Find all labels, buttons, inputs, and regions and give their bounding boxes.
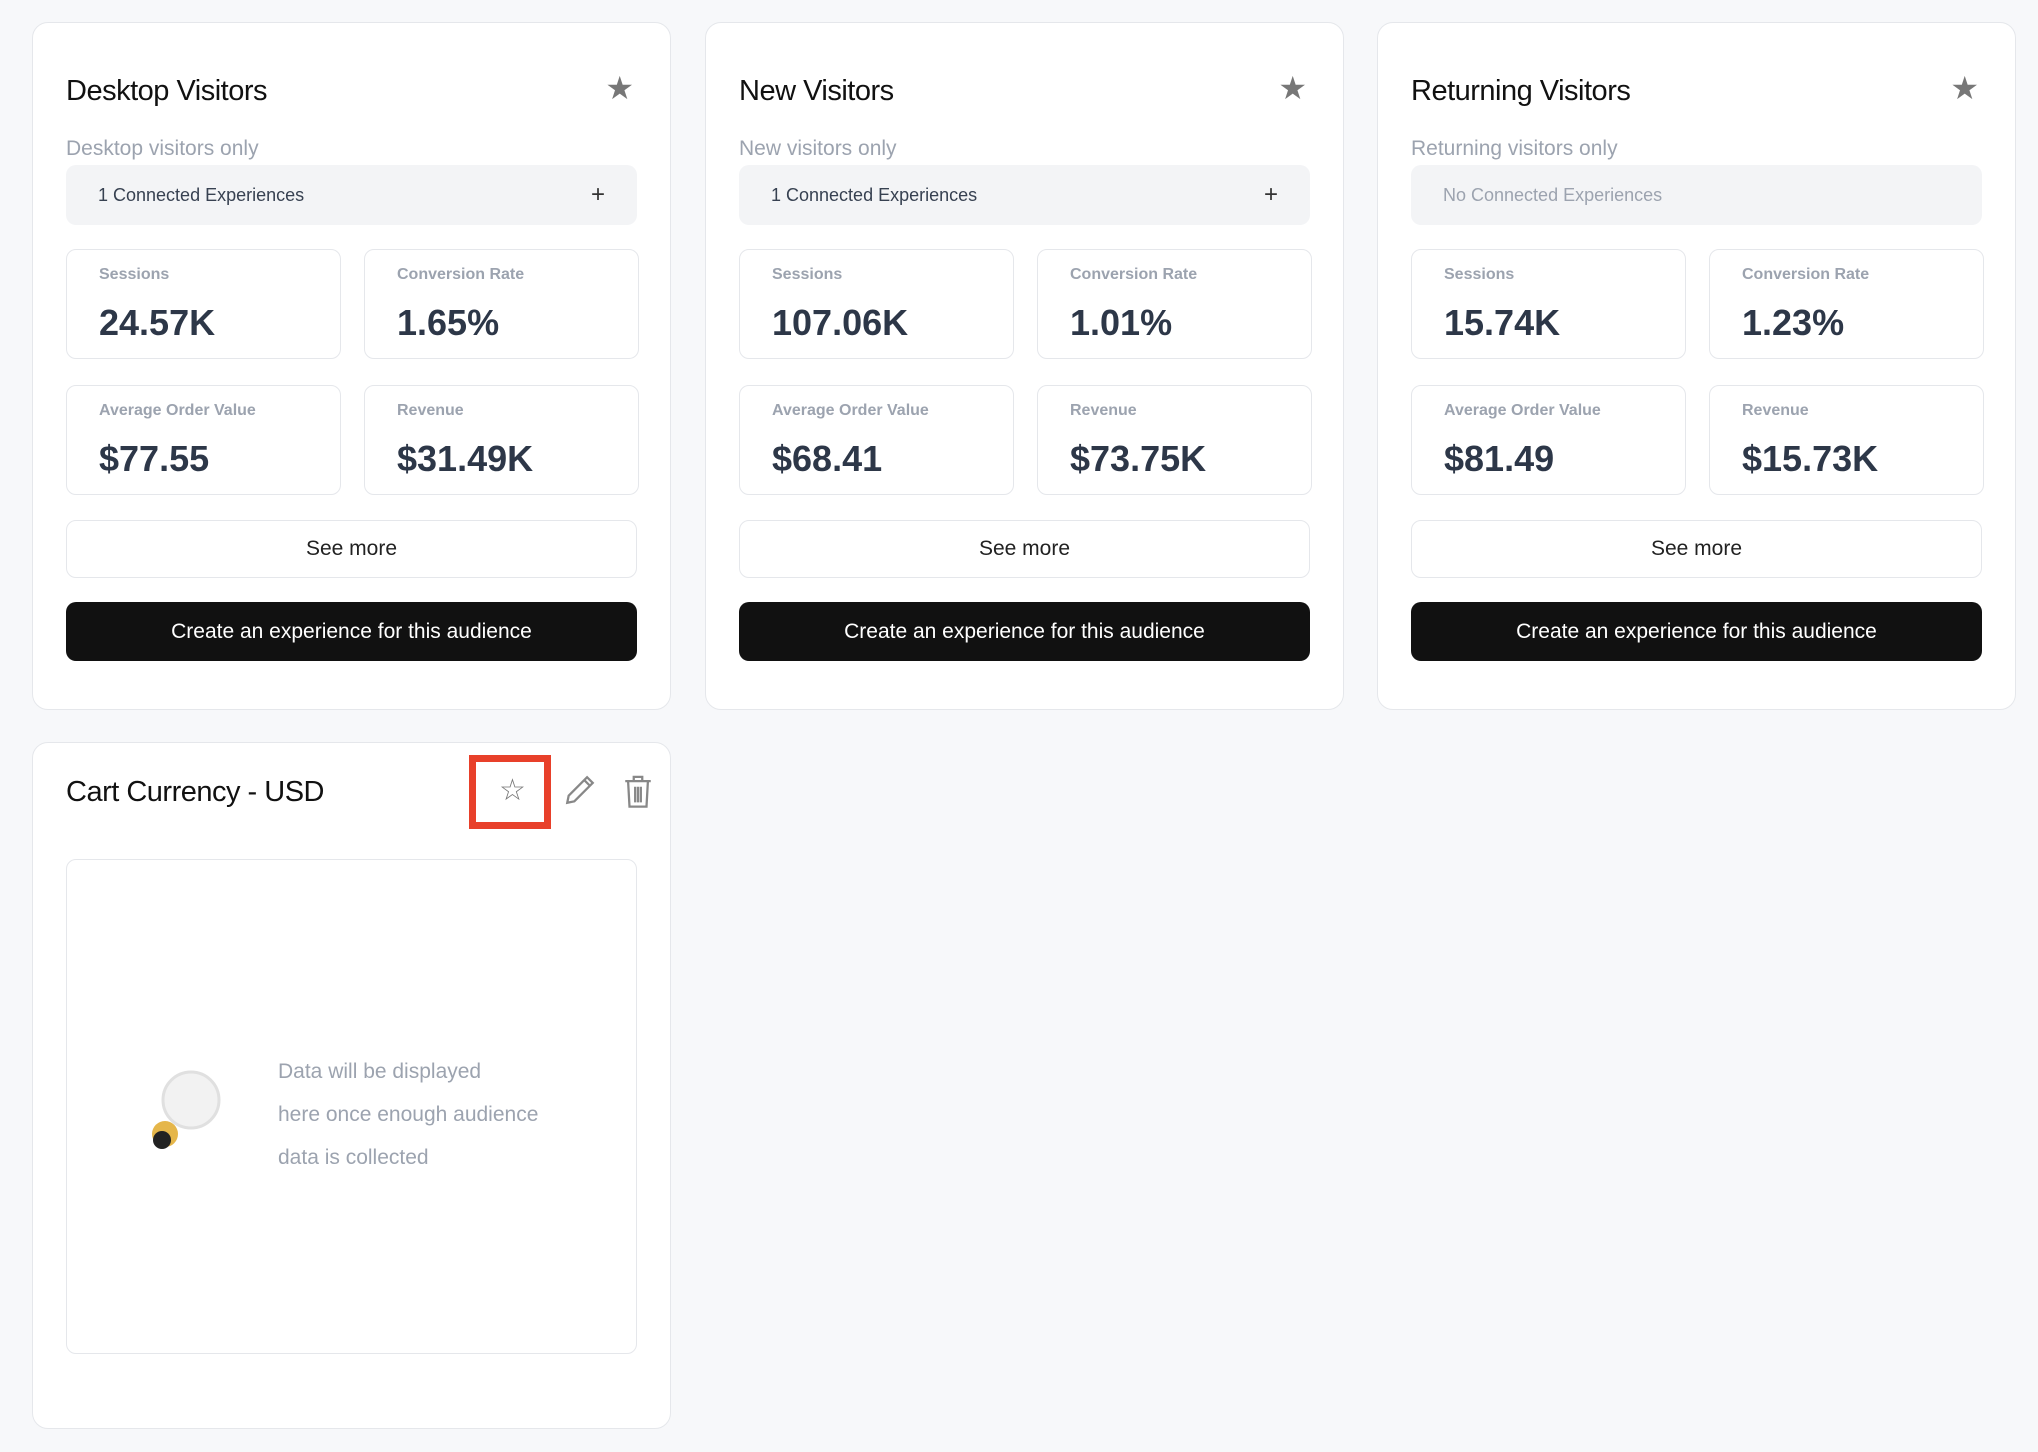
stat-box: Conversion Rate 1.01%: [1037, 249, 1312, 359]
create-experience-button[interactable]: Create an experience for this audience: [739, 602, 1310, 661]
trash-icon[interactable]: [623, 774, 653, 808]
lightbulb-icon: [152, 1070, 221, 1149]
stat-box: Revenue $15.73K: [1709, 385, 1984, 495]
stat-label: Sessions: [1444, 266, 1515, 283]
card-title: Desktop Visitors: [66, 75, 268, 107]
star-outline-icon[interactable]: ☆: [499, 774, 526, 807]
card-title: New Visitors: [739, 75, 894, 107]
stat-value: 1.65%: [397, 302, 500, 343]
see-more-button[interactable]: See more: [739, 520, 1310, 578]
see-more-button[interactable]: See more: [1411, 520, 1982, 578]
audience-card: Desktop Visitors ★ Desktop visitors only…: [32, 22, 671, 710]
stat-value: 1.23%: [1742, 302, 1845, 343]
stat-label: Revenue: [397, 402, 464, 419]
stat-value: $15.73K: [1742, 438, 1879, 479]
create-experience-button[interactable]: Create an experience for this audience: [66, 602, 637, 661]
stat-value: $81.49: [1444, 438, 1555, 479]
empty-state-text: Data will be displayed here once enough …: [278, 1060, 539, 1169]
card-subtitle: Returning visitors only: [1411, 137, 1618, 160]
card-title: Cart Currency - USD: [66, 776, 325, 808]
plus-icon[interactable]: +: [590, 181, 605, 208]
stat-label: Sessions: [772, 266, 843, 283]
stat-box: Sessions 15.74K: [1411, 249, 1686, 359]
card-subtitle: New visitors only: [739, 137, 897, 160]
stat-box: Revenue $31.49K: [364, 385, 639, 495]
connected-experiences[interactable]: 1 Connected Experiences +: [66, 165, 637, 225]
plus-icon[interactable]: +: [1263, 181, 1278, 208]
create-experience-button[interactable]: Create an experience for this audience: [1411, 602, 1982, 661]
stat-box: Average Order Value $77.55: [66, 385, 341, 495]
card-subtitle: Desktop visitors only: [66, 137, 259, 160]
stat-label: Conversion Rate: [1070, 266, 1198, 283]
star-filled-icon[interactable]: ★: [605, 70, 634, 106]
stat-label: Average Order Value: [1444, 402, 1601, 419]
stat-box: Average Order Value $68.41: [739, 385, 1014, 495]
star-filled-icon[interactable]: ★: [1278, 70, 1307, 106]
stat-value: 1.01%: [1070, 302, 1173, 343]
empty-state: Data will be displayed here once enough …: [66, 859, 637, 1354]
stat-box: Conversion Rate 1.65%: [364, 249, 639, 359]
audience-card-cart-currency: Cart Currency - USD ☆ Data will be displ…: [32, 742, 671, 1429]
stat-label: Conversion Rate: [397, 266, 525, 283]
stat-value: $68.41: [772, 438, 883, 479]
stat-label: Conversion Rate: [1742, 266, 1870, 283]
stat-label: Average Order Value: [99, 402, 256, 419]
stat-value: $31.49K: [397, 438, 534, 479]
see-more-button[interactable]: See more: [66, 520, 637, 578]
audience-card: New Visitors ★ New visitors only 1 Conne…: [705, 22, 1344, 710]
stat-label: Revenue: [1742, 402, 1809, 419]
stat-box: Conversion Rate 1.23%: [1709, 249, 1984, 359]
stat-label: Sessions: [99, 266, 170, 283]
stat-value: $73.75K: [1070, 438, 1207, 479]
stat-value: 15.74K: [1444, 302, 1561, 343]
card-title: Returning Visitors: [1411, 75, 1631, 107]
stat-value: 24.57K: [99, 302, 216, 343]
pencil-icon[interactable]: [563, 773, 597, 807]
connected-experiences[interactable]: 1 Connected Experiences +: [739, 165, 1310, 225]
stat-box: Sessions 24.57K: [66, 249, 341, 359]
star-filled-icon[interactable]: ★: [1950, 70, 1979, 106]
connected-experiences: No Connected Experiences: [1411, 165, 1982, 225]
stat-box: Revenue $73.75K: [1037, 385, 1312, 495]
stat-box: Average Order Value $81.49: [1411, 385, 1686, 495]
stat-label: Revenue: [1070, 402, 1137, 419]
highlight-box: [469, 755, 551, 829]
audience-card: Returning Visitors ★ Returning visitors …: [1377, 22, 2016, 710]
stat-box: Sessions 107.06K: [739, 249, 1014, 359]
stat-value: $77.55: [99, 438, 210, 479]
stat-value: 107.06K: [772, 302, 909, 343]
stat-label: Average Order Value: [772, 402, 929, 419]
